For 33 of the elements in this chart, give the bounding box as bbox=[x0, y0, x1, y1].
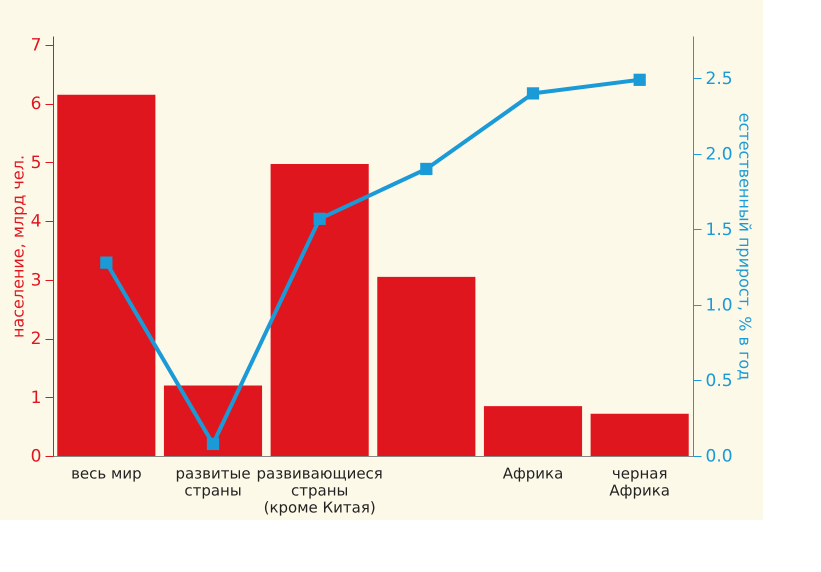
point bbox=[100, 256, 112, 269]
x-tick-label: Африка bbox=[502, 464, 564, 482]
y-tick-label: 1 bbox=[30, 388, 42, 408]
y-tick-label: 0 bbox=[30, 446, 42, 466]
y-tick-label: 2 bbox=[30, 329, 42, 350]
bar bbox=[590, 414, 689, 456]
y2-axis-title: естественный прирост, % в год bbox=[736, 112, 755, 380]
x-tick-label: черная Африка bbox=[609, 464, 670, 500]
y-tick-label: 7 bbox=[30, 35, 42, 56]
y-tick-label: 3 bbox=[30, 270, 42, 290]
y2-tick-label: 2.5 bbox=[706, 68, 733, 89]
bar bbox=[164, 386, 262, 456]
bar bbox=[484, 406, 582, 456]
y-tick-label: 4 bbox=[30, 212, 42, 232]
y-tick-label: 5 bbox=[30, 152, 42, 173]
bar bbox=[57, 94, 156, 456]
point bbox=[634, 74, 646, 86]
bar bbox=[270, 164, 369, 456]
x-tick-label: весь мир bbox=[71, 464, 142, 482]
y-tick-label: 6 bbox=[30, 94, 42, 114]
y2-tick-label: 1.0 bbox=[706, 295, 733, 316]
y-axis-title: население, млрд чел. bbox=[8, 154, 28, 338]
point bbox=[314, 212, 326, 225]
y2-tick-label: 0.5 bbox=[706, 370, 733, 391]
y2-tick-label: 0.0 bbox=[706, 446, 733, 466]
x-tick-label: развитые страны bbox=[175, 464, 251, 500]
point bbox=[526, 87, 540, 100]
y2-tick-label: 1.5 bbox=[706, 220, 733, 240]
point bbox=[206, 438, 220, 450]
y2-tick-label: 2.0 bbox=[706, 144, 733, 164]
x-tick-label: развивающиеся страны (кроме Китая) bbox=[256, 464, 383, 516]
bar bbox=[377, 276, 476, 456]
point bbox=[420, 162, 432, 176]
